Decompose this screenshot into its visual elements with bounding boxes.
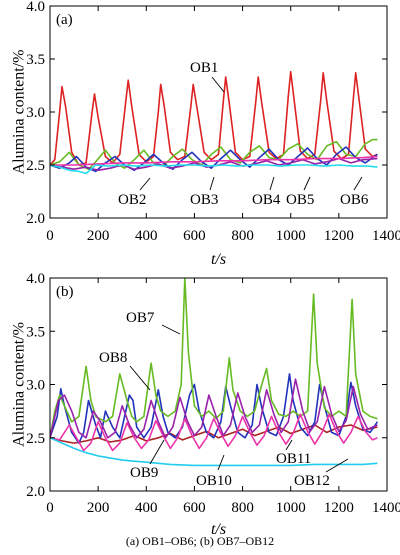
y-tick-label: 2.0 xyxy=(26,211,45,227)
panel-a-ticks: 0 200 400 600 800 1000 1200 1400 2.0 2.5 3.0 3.5 4.0 xyxy=(26,0,400,244)
figure-caption: (a) OB1–OB6; (b) OB7–OB12 xyxy=(125,534,275,548)
panel-a-xlabel: t/s xyxy=(211,251,226,268)
panel-a-ylabel: Alumina content/% xyxy=(11,50,28,175)
annotation-ob2: OB2 xyxy=(118,192,146,208)
annotation-leader xyxy=(129,365,151,391)
x-tick-label: 200 xyxy=(87,500,110,516)
y-tick-label: 3.5 xyxy=(26,324,45,340)
x-tick-label: 800 xyxy=(231,228,254,244)
series-ob5 xyxy=(50,155,378,166)
y-tick-label: 3.5 xyxy=(26,52,45,68)
x-tick-label: 1400 xyxy=(372,500,400,516)
y-tick-label: 3.0 xyxy=(26,378,45,394)
annotation-ob8: OB8 xyxy=(99,350,127,366)
annotation-leader xyxy=(269,176,275,191)
y-tick-label: 2.5 xyxy=(26,431,45,447)
x-tick-label: 0 xyxy=(46,500,54,516)
panel-b-ticks: 0 200 400 600 800 1000 1200 1400 2.0 2.5 3.0 3.5 4.0 xyxy=(26,271,400,516)
annotation-leader xyxy=(353,176,363,191)
annotation-ob5: OB5 xyxy=(286,192,314,208)
annotation-leader xyxy=(325,458,349,473)
annotation-ob3: OB3 xyxy=(190,192,218,208)
panel-b-label: (b) xyxy=(56,284,74,300)
panel-a-frame xyxy=(49,5,388,219)
y-tick-label: 4.0 xyxy=(26,271,45,287)
panel-b-frame xyxy=(49,277,388,492)
x-tick-label: 1400 xyxy=(372,228,400,244)
series-ob7 xyxy=(50,424,378,444)
annotation-ob10: OB10 xyxy=(196,473,232,489)
panel-a-label: (a) xyxy=(56,12,73,28)
panel-b-annotations: OB7 OB8 OB9 OB10 OB11 OB12 xyxy=(99,310,349,489)
annotation-ob1: OB1 xyxy=(190,60,218,76)
annotation-ob7: OB7 xyxy=(126,310,155,326)
x-tick-label: 200 xyxy=(87,228,110,244)
y-tick-label: 4.0 xyxy=(26,0,45,15)
series-ob1 xyxy=(50,70,378,166)
annotation-leader xyxy=(285,439,293,451)
x-tick-label: 1000 xyxy=(276,500,306,516)
annotation-leader xyxy=(161,324,181,335)
annotation-ob12: OB12 xyxy=(294,473,330,489)
y-tick-label: 2.5 xyxy=(26,158,45,174)
series-ob8 xyxy=(50,373,379,444)
annotation-leader xyxy=(149,439,165,465)
x-tick-label: 1200 xyxy=(324,228,354,244)
series-ob6 xyxy=(50,164,378,175)
panel-a-annotations: OB1 OB2 OB3 OB4 OB5 OB6 xyxy=(118,60,369,208)
panel-a-series xyxy=(50,70,378,175)
x-tick-label: 400 xyxy=(135,228,158,244)
series-ob12 xyxy=(50,437,378,467)
x-tick-label: 400 xyxy=(135,500,158,516)
panel-a: 0 200 400 600 800 1000 1200 1400 2.0 2.5 3.0 3.5 4.0… xyxy=(11,0,400,268)
annotation-ob11: OB11 xyxy=(276,451,311,467)
annotation-leader xyxy=(303,176,311,191)
series-ob2 xyxy=(50,138,378,170)
series-ob10 xyxy=(50,413,378,452)
y-tick-label: 2.0 xyxy=(26,484,45,500)
x-tick-label: 600 xyxy=(183,500,206,516)
annotation-ob4: OB4 xyxy=(252,192,281,208)
panel-b-series xyxy=(50,278,379,467)
series-ob11 xyxy=(50,378,378,439)
panel-b: 0 200 400 600 800 1000 1200 1400 2.0 2.5 3.0 3.5 4.0… xyxy=(11,271,400,538)
x-tick-label: 600 xyxy=(183,228,206,244)
x-tick-label: 1200 xyxy=(324,500,354,516)
annotation-leader xyxy=(217,454,225,471)
annotation-leader xyxy=(139,177,151,191)
series-ob9 xyxy=(50,278,378,438)
y-tick-label: 3.0 xyxy=(26,105,45,121)
x-tick-label: 0 xyxy=(46,228,54,244)
panel-b-xlabel: t/s xyxy=(211,521,226,538)
x-tick-label: 1000 xyxy=(276,228,306,244)
annotation-ob6: OB6 xyxy=(340,192,369,208)
x-tick-label: 800 xyxy=(231,500,254,516)
annotation-leader xyxy=(211,76,225,93)
annotation-leader xyxy=(209,176,215,191)
panel-b-ylabel: Alumina content/% xyxy=(11,322,28,447)
annotation-ob9: OB9 xyxy=(130,465,158,481)
